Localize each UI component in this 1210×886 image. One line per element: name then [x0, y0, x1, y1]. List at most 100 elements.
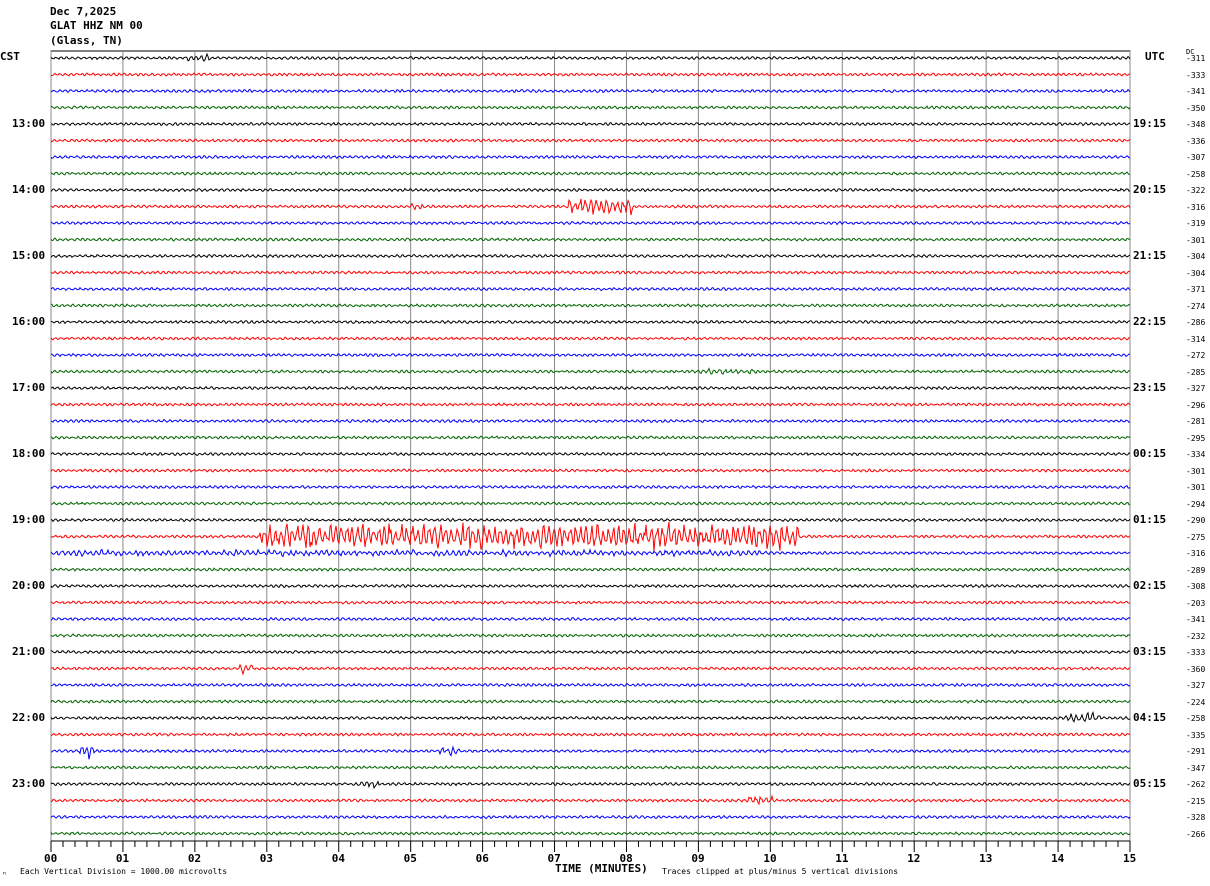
- dc-offset: -314: [1186, 334, 1206, 344]
- dc-offset: -316: [1186, 549, 1206, 558]
- dc-offset: -301: [1186, 466, 1206, 476]
- utc-hour-label: 23:15: [1133, 381, 1167, 394]
- x-tick-label: 00: [44, 852, 58, 865]
- trace-row-28: [50, 517, 1131, 523]
- cst-label: CST: [0, 50, 20, 63]
- trace-row-46: [50, 814, 1131, 820]
- dc-offset: -319: [1186, 219, 1206, 228]
- trace-row-4: [50, 121, 1131, 127]
- trace-row-40: [50, 710, 1131, 723]
- trace-row-10: [50, 220, 1131, 226]
- x-tick-label: 08: [619, 852, 633, 865]
- cst-hour-label: 14:00: [12, 183, 46, 196]
- trace-row-12: [50, 253, 1131, 259]
- trace-row-0: [50, 52, 1131, 62]
- utc-hour-label: 01:15: [1133, 513, 1167, 526]
- dc-offset: -333: [1186, 70, 1206, 80]
- dc-offset: -289: [1186, 565, 1206, 575]
- x-tick-label: 09: [691, 852, 705, 865]
- dc-offset: -350: [1186, 103, 1206, 113]
- dc-offset: -266: [1186, 829, 1206, 839]
- trace-row-33: [50, 600, 1131, 605]
- cst-hour-label: 17:00: [12, 381, 46, 394]
- trace-row-24: [50, 451, 1131, 457]
- trace-row-3: [50, 105, 1131, 110]
- date: Dec 7,2025: [50, 5, 117, 18]
- dc-offset: -291: [1186, 747, 1206, 756]
- dc-offset: -341: [1186, 87, 1206, 96]
- utc-hour-label: 20:15: [1133, 183, 1167, 196]
- location: (Glass, TN): [50, 34, 123, 47]
- dc-offset: -295: [1186, 433, 1206, 443]
- x-tick-label: 12: [907, 852, 921, 865]
- utc-hour-label: 02:15: [1133, 579, 1167, 592]
- trace-row-6: [50, 154, 1130, 160]
- x-tick-label: 10: [763, 852, 777, 865]
- dc-offset: -304: [1186, 252, 1206, 261]
- dc-offset: -281: [1186, 417, 1206, 426]
- trace-row-27: [50, 501, 1131, 506]
- dc-offset: -371: [1186, 285, 1206, 294]
- trace-row-35: [50, 633, 1131, 638]
- trace-row-29: [50, 521, 1131, 552]
- dc-offset: -296: [1186, 400, 1206, 410]
- dc-offset: -301: [1186, 483, 1206, 492]
- dc-offset: -290: [1186, 516, 1206, 525]
- utc-label: UTC: [1145, 50, 1165, 63]
- trace-row-25: [50, 468, 1131, 473]
- corner-mark: ⁿ: [2, 870, 7, 879]
- trace-row-22: [50, 418, 1131, 424]
- trace-row-9: [50, 198, 1131, 216]
- x-tick-label: 14: [1051, 852, 1065, 865]
- dc-offset: -304: [1186, 268, 1206, 278]
- cst-hour-label: 19:00: [12, 513, 46, 526]
- trace-row-16: [50, 319, 1131, 325]
- x-tick-label: 15: [1123, 852, 1137, 865]
- trace-row-41: [50, 732, 1131, 737]
- trace-row-19: [50, 367, 1131, 375]
- dc-offset: -285: [1186, 367, 1206, 377]
- x-tick-label: 07: [547, 852, 561, 865]
- dc-offset: -215: [1186, 796, 1206, 806]
- dc-offset: -258: [1186, 714, 1206, 723]
- cst-hour-label: 16:00: [12, 315, 46, 328]
- trace-row-37: [50, 663, 1131, 676]
- trace-row-17: [50, 336, 1130, 341]
- dc-offset: -333: [1186, 648, 1206, 657]
- dc-offset: -327: [1186, 681, 1206, 690]
- x-tick-label: 03: [259, 852, 274, 865]
- cst-hour-label: 15:00: [12, 249, 46, 262]
- dc-offset: -360: [1186, 664, 1206, 674]
- trace-row-8: [50, 187, 1131, 193]
- utc-hour-label: 04:15: [1133, 711, 1167, 724]
- dc-offset: -258: [1186, 169, 1206, 179]
- x-tick-label: 05: [403, 852, 417, 865]
- x-tick-label: 01: [115, 852, 130, 865]
- dc-offset: -328: [1186, 813, 1206, 822]
- station: GLAT HHZ NM 00: [50, 19, 143, 32]
- trace-row-34: [50, 616, 1131, 622]
- trace-row-39: [50, 699, 1131, 704]
- trace-row-36: [50, 649, 1131, 655]
- trace-row-7: [50, 171, 1130, 176]
- dc-offset: -308: [1186, 582, 1206, 591]
- trace-row-18: [50, 352, 1131, 358]
- dc-offset: -316: [1186, 202, 1206, 212]
- trace-row-38: [50, 682, 1131, 688]
- cst-hour-label: 13:00: [12, 117, 46, 130]
- dc-offset: -334: [1186, 450, 1206, 459]
- x-tick-label: 06: [475, 852, 489, 865]
- trace-row-42: [50, 745, 1131, 760]
- x-tick-label: 02: [187, 852, 202, 865]
- trace-row-20: [50, 385, 1131, 391]
- utc-hour-label: 05:15: [1133, 777, 1167, 790]
- cst-hour-label: 21:00: [12, 645, 46, 658]
- trace-row-11: [50, 237, 1131, 242]
- plot-frame: [50, 50, 1131, 842]
- dc-offset: -262: [1186, 780, 1206, 789]
- trace-row-2: [50, 88, 1131, 94]
- trace-row-43: [50, 765, 1131, 770]
- trace-row-14: [50, 286, 1131, 292]
